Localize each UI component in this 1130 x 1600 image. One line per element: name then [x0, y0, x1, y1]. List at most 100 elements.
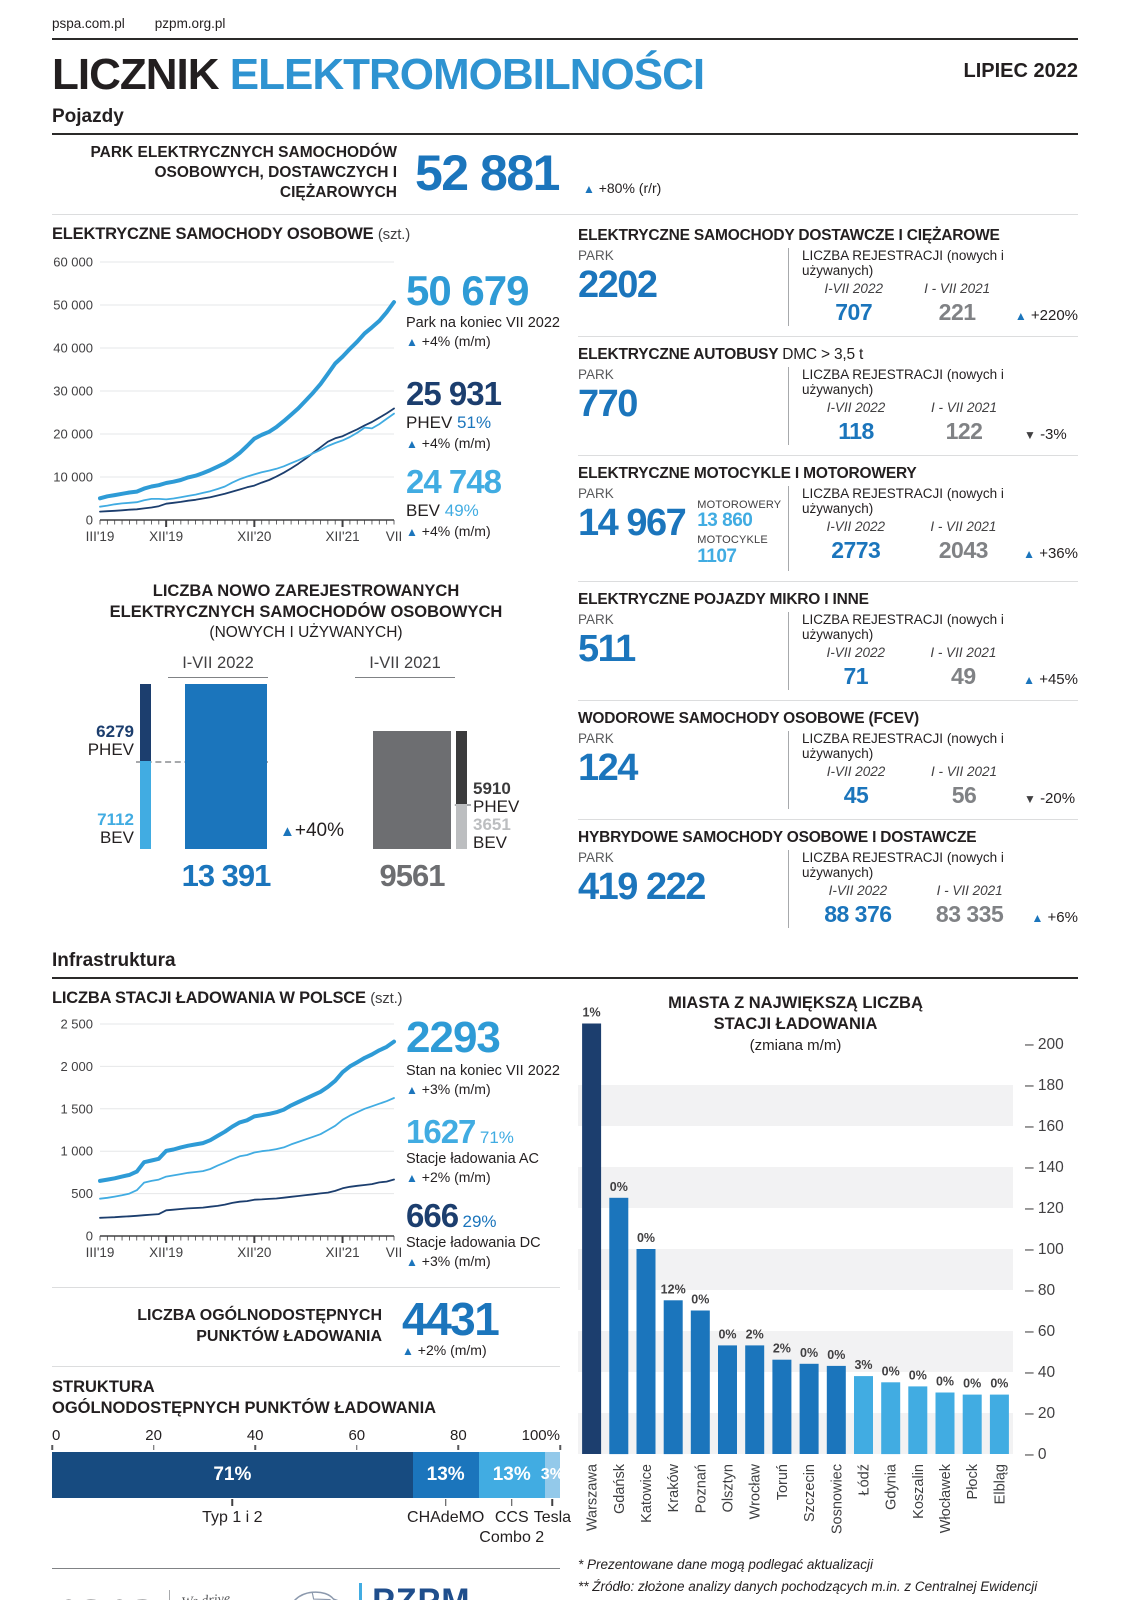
infra-chart-title-text: LICZBA STACJI ŁADOWANIA W POLSCE: [52, 988, 366, 1007]
city-bar-Toruń: [772, 1359, 792, 1454]
hero-value: 52 881: [415, 145, 560, 202]
col-head: I - VII 2021: [930, 399, 998, 415]
y-tick-label: 0: [86, 1228, 93, 1243]
charging-points-delta: ▲ +2% (m/m): [402, 1342, 498, 1358]
x-tick-label: VII: [386, 529, 402, 544]
panel-delta: ▲ +45%: [1023, 671, 1078, 688]
connector-structure-chart: 0 20 40 60 80 100% 71% 13% 13% 3% Typ 1 i 2 CHAdeMO…: [51, 1427, 571, 1554]
section-vehicles: Pojazdy: [52, 106, 124, 128]
link-pzpm[interactable]: pzpm.org.pl: [154, 16, 226, 31]
charging-points-label: LICZBA OGÓLNODOSTĘPNYCH PUNKTÓW ŁADOWANI…: [52, 1306, 382, 1348]
reg-title-note: (nowych i używanych): [802, 366, 1004, 397]
reg-title-line1: LICZBA NOWO ZAREJESTROWANYCH: [152, 581, 460, 600]
segment-Typ 1 i 2: 71%: [52, 1452, 413, 1499]
park-label: PARK: [578, 366, 614, 382]
footnotes: * Prezentowane dane mogą podlegać aktual…: [578, 1556, 1078, 1600]
panel-title: ELEKTRYCZNE SAMOCHODY DOSTAWCZE I CIĘŻAR…: [578, 226, 1000, 244]
infra_line-svg: 2 500 2 000 1 500 1 000 500 0 III'19 XII'19 XII'…: [60, 1016, 402, 1260]
col-value: 2043: [938, 536, 989, 563]
structure-title-line2: OGÓLNODOSTĘPNYCH PUNKTÓW ŁADOWANIA: [52, 1399, 437, 1418]
ac-stations-value: 1627: [406, 1112, 476, 1150]
panel-title: WODOROWE SAMOCHODY OSOBOWE (FCEV): [578, 709, 919, 727]
city-label: Włocławek: [938, 1463, 954, 1533]
segment-value: 6279: [96, 722, 134, 742]
pspa-wordmark: pspa: [52, 1589, 157, 1600]
phev-stat: 25 931 PHEV 51% ▲ +4% (m/m): [406, 377, 560, 451]
panel-body: PARK 511 LICZBA REJESTRACJI (nowych i uż…: [578, 611, 1078, 690]
delta-text: +80% (r/r): [598, 179, 662, 196]
bar-change-label: 0%: [610, 1179, 628, 1193]
reg-col-2022: I-VII 2022 707: [802, 281, 905, 326]
delta-text: +6%: [1047, 908, 1078, 926]
up-arrow-icon: ▲: [1023, 546, 1036, 561]
cities-svg: – 0 – 20 – 40 – 60 – 80 – 100 – 120 – 140 – 160 –…: [578, 1005, 1064, 1534]
panel-delta: ▼ -3%: [1024, 426, 1067, 443]
bev-mini-bar: [140, 761, 151, 849]
axis-tick: [559, 1445, 561, 1451]
divider: [52, 38, 1078, 40]
link-pspa[interactable]: pspa.com.pl: [52, 16, 125, 31]
panel-delta: ▲ +6%: [1031, 909, 1078, 926]
reg-title-text: LICZBA REJESTRACJI: [802, 730, 944, 746]
down-arrow-icon: ▼: [1024, 791, 1036, 806]
phev-share: 51%: [457, 412, 492, 432]
stations-total-value: 2293: [406, 1012, 501, 1062]
up-arrow-icon: ▲: [1014, 308, 1027, 323]
label-tick: [231, 1499, 234, 1507]
y-axis-label: – 80: [1025, 1282, 1056, 1299]
divider: [52, 1365, 560, 1367]
segment-CHAdeMO: 13%: [412, 1452, 479, 1499]
bar-change-label: 2%: [773, 1341, 791, 1355]
col-value: 45: [843, 781, 869, 808]
motorcycles-value: 1107: [697, 545, 737, 567]
city-bar-Poznań: [690, 1310, 710, 1454]
col-value: 83 335: [935, 900, 1004, 927]
park-label: PARK: [578, 611, 614, 627]
group-label: I-VII 2021: [369, 653, 441, 672]
dc-stations-share: 29%: [462, 1211, 497, 1231]
y-tick-label: 1 500: [60, 1101, 93, 1116]
total-bar-2022: [185, 683, 267, 849]
reg-title-text: LICZBA REJESTRACJI: [802, 611, 944, 627]
delta-text: +4% (m/m): [421, 332, 491, 349]
segment-name: BEV: [99, 827, 134, 847]
dc-stations-value: 666: [406, 1196, 459, 1234]
panel-vans-trucks: ELEKTRYCZNE SAMOCHODY DOSTAWCZE I CIĘŻAR…: [578, 225, 1078, 336]
delta-text: -3%: [1040, 425, 1067, 443]
change-text: +40%: [294, 819, 344, 841]
col-head: I - VII 2021: [936, 882, 1003, 898]
phev-2021-label: 5910 PHEV: [473, 779, 559, 816]
park-block: PARK 124: [578, 731, 788, 809]
y-axis-label: – 120: [1025, 1200, 1064, 1217]
bar-change-label: 1%: [583, 1005, 601, 1019]
park-block: PARK 511: [578, 612, 788, 690]
vertical-divider: [788, 730, 789, 809]
bar-change-label: 0%: [882, 1364, 900, 1378]
up-arrow-icon: ▲: [1023, 672, 1036, 687]
phev-value: 25 931: [406, 374, 502, 412]
ev-chart-title: ELEKTRYCZNE SAMOCHODY OSOBOWE (szt.): [52, 225, 560, 244]
mopeds-value: 13 860: [697, 510, 753, 532]
panel-motorcycles: ELEKTRYCZNE MOTOCYKLE I MOTOROWERY PARK …: [578, 456, 1078, 581]
city-bar-Płock: [962, 1394, 982, 1454]
registrations-columns: I-VII 2022 2773 I - VII 2021 2043 ▲ +36%: [802, 519, 1078, 564]
y-axis-label: – 160: [1025, 1118, 1064, 1135]
reg-col-2022: I-VII 2022 71: [802, 645, 910, 690]
vertical-divider: [788, 366, 789, 445]
infrastructure-columns: LICZBA STACJI ŁADOWANIA W POLSCE (szt.) …: [51, 988, 1078, 1600]
col-head: I-VII 2022: [828, 882, 888, 898]
infra-chart-unit: (szt.): [370, 989, 403, 1007]
col-value: 221: [938, 298, 976, 325]
divider: [52, 1286, 560, 1288]
points-label-line2: PUNKTÓW ŁADOWANIA: [196, 1327, 382, 1345]
up-arrow-icon: ▲: [402, 1343, 414, 1358]
city-label: Gdynia: [884, 1463, 900, 1510]
change-badge: ▲+40%: [280, 820, 372, 842]
registrations-columns: I-VII 2022 71 I - VII 2021 49 ▲ +45%: [802, 645, 1078, 690]
city-bar-Wrocław: [745, 1344, 765, 1454]
registrations-title: LICZBA REJESTRACJI (nowych i używanych): [802, 612, 1078, 642]
registrations-title: LICZBA REJESTRACJI (nowych i używanych): [802, 731, 1078, 761]
divider: [52, 213, 1078, 215]
registrations-columns: I-VII 2022 118 I - VII 2021 122 ▼ -3%: [802, 400, 1078, 445]
axis-label: 100%: [521, 1427, 560, 1445]
